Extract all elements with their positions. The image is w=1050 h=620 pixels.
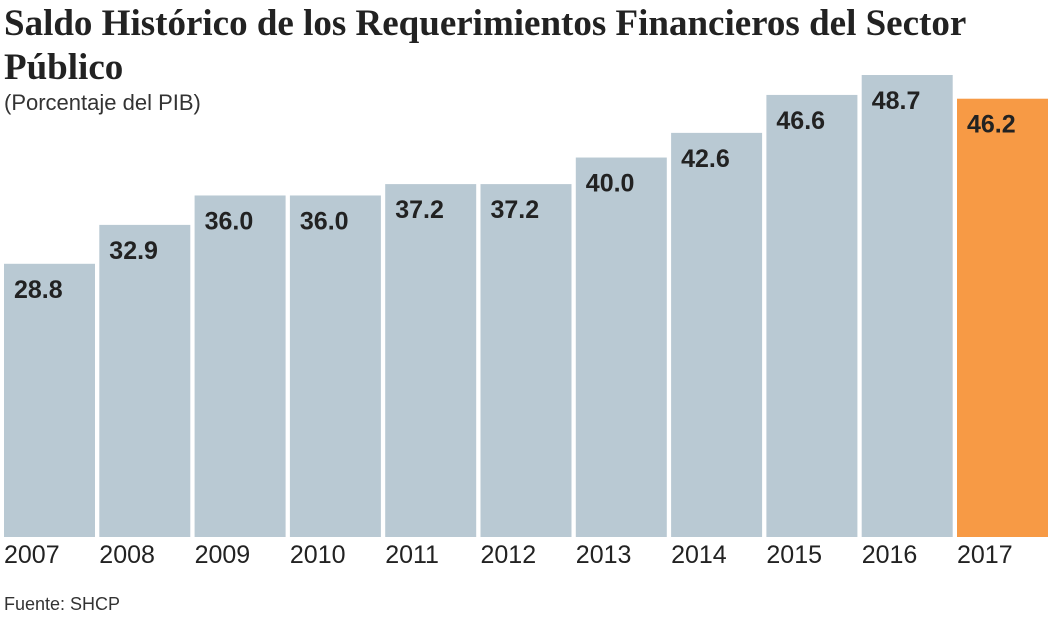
value-label: 36.0 — [300, 207, 349, 235]
bar — [480, 184, 572, 538]
value-label: 46.2 — [967, 111, 1016, 139]
value-label: 28.8 — [14, 276, 63, 304]
chart-title: Saldo Histórico de los Requerimientos Fi… — [4, 3, 966, 88]
bar — [575, 157, 667, 537]
value-label: 36.0 — [205, 207, 254, 235]
source-note: Fuente: SHCP — [4, 594, 121, 614]
bar — [766, 94, 858, 538]
value-label: 40.0 — [586, 170, 635, 198]
value-label: 42.6 — [681, 145, 730, 173]
bar — [99, 224, 191, 538]
value-label: 46.6 — [776, 107, 825, 135]
x-tick-label: 2017 — [957, 541, 1013, 569]
x-tick-label: 2011 — [385, 541, 439, 569]
value-label: 32.9 — [109, 237, 158, 265]
bar — [289, 195, 381, 537]
x-tick-label: 2013 — [576, 541, 632, 569]
bar — [4, 263, 95, 537]
chart-subtitle: (Porcentaje del PIB) — [4, 90, 201, 115]
bar — [194, 195, 286, 537]
value-label: 37.2 — [491, 196, 540, 224]
value-label: 48.7 — [872, 87, 921, 115]
x-tick-label: 2015 — [766, 541, 822, 569]
value-label: 37.2 — [395, 196, 444, 224]
x-tick-label: 2008 — [99, 541, 155, 569]
bar — [385, 184, 477, 538]
x-tick-label: 2012 — [481, 541, 537, 569]
x-tick-label: 2010 — [290, 541, 346, 569]
x-tick-label: 2007 — [4, 541, 60, 569]
bar — [671, 132, 763, 537]
x-tick-label: 2016 — [862, 541, 918, 569]
x-tick-label: 2014 — [671, 541, 727, 569]
bar — [861, 75, 953, 537]
x-tick-label: 2009 — [195, 541, 251, 569]
bar — [957, 98, 1048, 538]
